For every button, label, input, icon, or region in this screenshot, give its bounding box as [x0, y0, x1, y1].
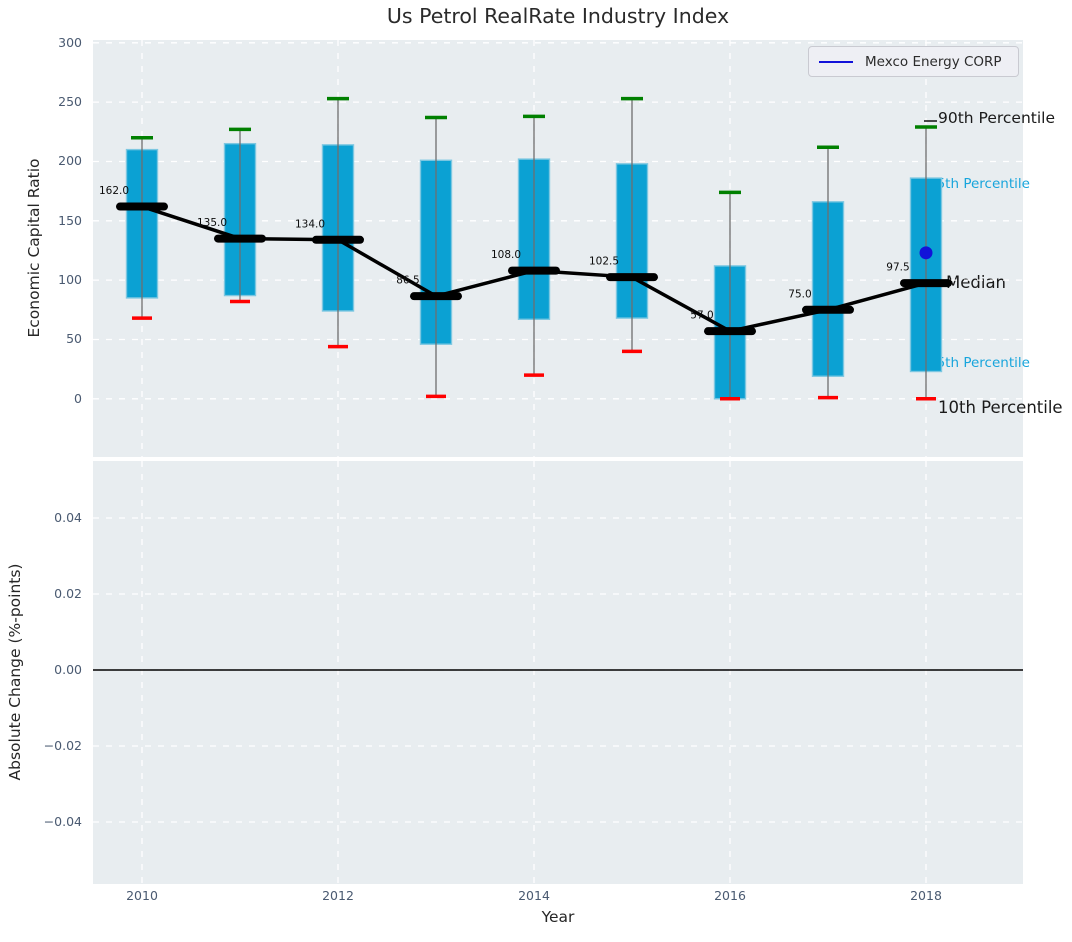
top-plot-panel: [93, 40, 1023, 457]
median-label: Median: [946, 273, 1007, 292]
y-tick-label-top: 250: [58, 94, 82, 110]
bottom-plot-panel: [93, 461, 1023, 884]
y-tick-label-top: 100: [58, 272, 82, 288]
y-tick-label-top: 0: [74, 390, 82, 406]
x-tick-label: 2018: [910, 888, 942, 903]
legend: Mexco Energy CORP: [808, 46, 1019, 77]
y-tick-label-bottom: −0.04: [43, 814, 82, 829]
y-tick-label-bottom: 0.00: [54, 662, 82, 677]
legend-label: Mexco Energy CORP: [865, 53, 1002, 70]
y-tick-label-top: 150: [58, 212, 82, 228]
75th-percentile-label: 75th Percentile: [928, 176, 1030, 192]
90th-percentile-label: 90th Percentile: [938, 109, 1056, 127]
x-tick-label: 2012: [322, 888, 354, 903]
x-tick-label: 2010: [126, 888, 158, 903]
y-tick-label-top: 50: [66, 331, 82, 347]
x-axis-label: Year: [541, 908, 575, 926]
10th-percentile-label: 10th Percentile: [938, 398, 1063, 417]
x-tick-label: 2016: [714, 888, 746, 903]
x-tick-label: 2014: [518, 888, 550, 903]
y-tick-label-top: 200: [58, 153, 82, 169]
y-tick-label-bottom: 0.04: [54, 510, 82, 525]
25th-percentile-label: 25th Percentile: [928, 355, 1030, 371]
y-tick-label-bottom: −0.02: [43, 738, 82, 753]
y-tick-label-bottom: 0.02: [54, 586, 82, 601]
y-axis-label-top: Economic Capital Ratio: [25, 158, 43, 338]
chart-title: Us Petrol RealRate Industry Index: [386, 4, 730, 28]
y-tick-label-top: 300: [58, 34, 82, 50]
legend-line-swatch: [819, 60, 853, 63]
